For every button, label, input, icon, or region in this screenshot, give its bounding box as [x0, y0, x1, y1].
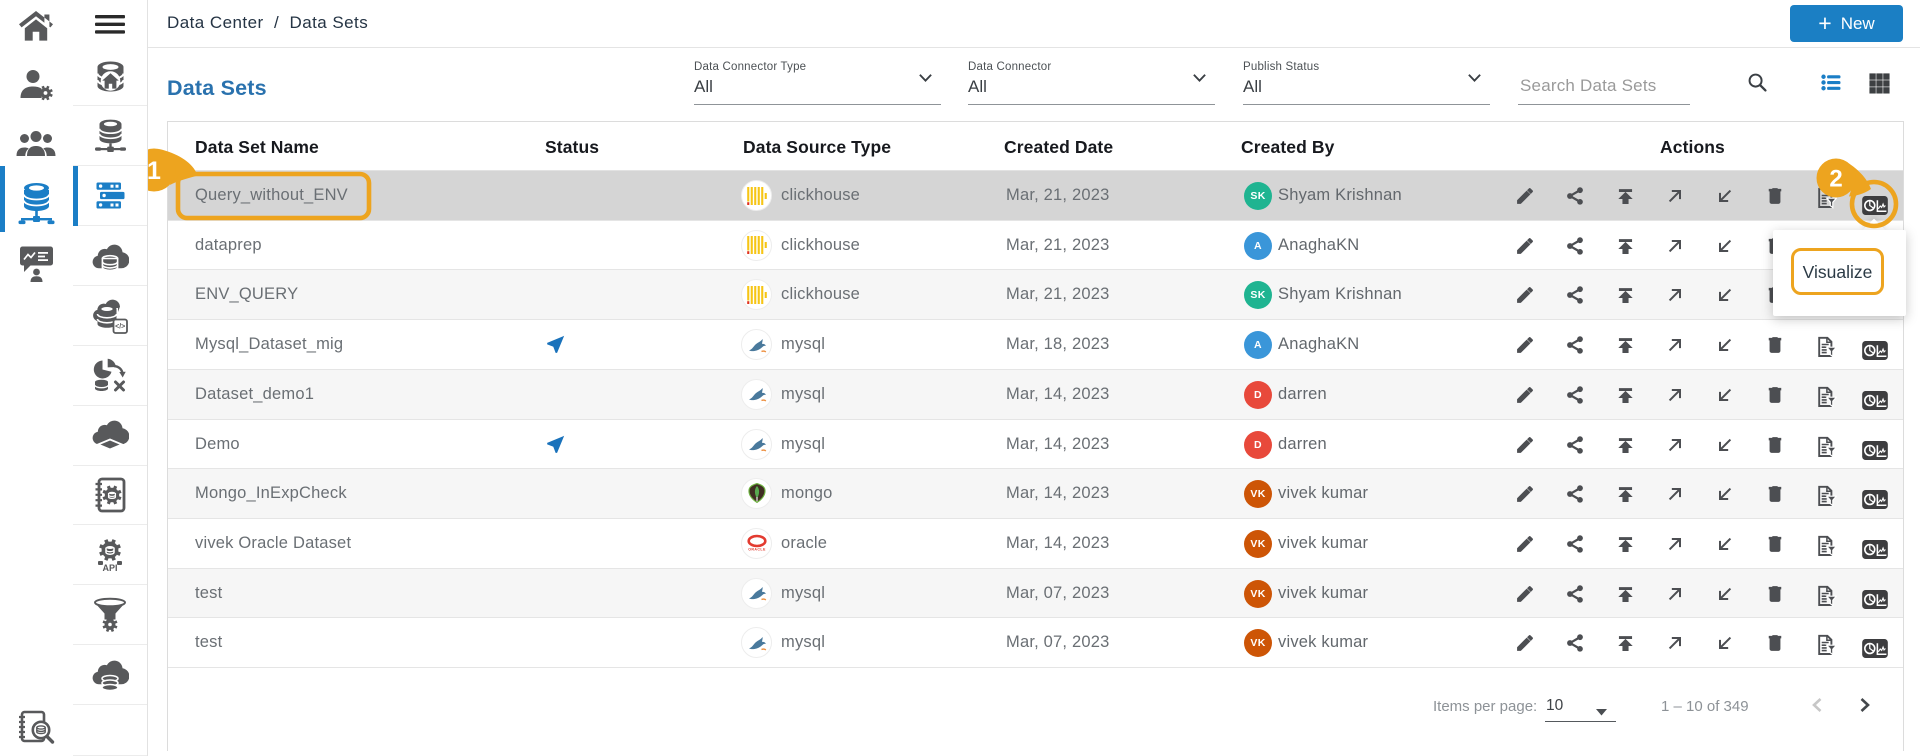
svg-text:API: API: [102, 563, 117, 573]
svg-text:2: 2: [1829, 166, 1842, 193]
svg-text:1: 1: [147, 157, 161, 185]
svg-text:</>: </>: [115, 323, 125, 330]
